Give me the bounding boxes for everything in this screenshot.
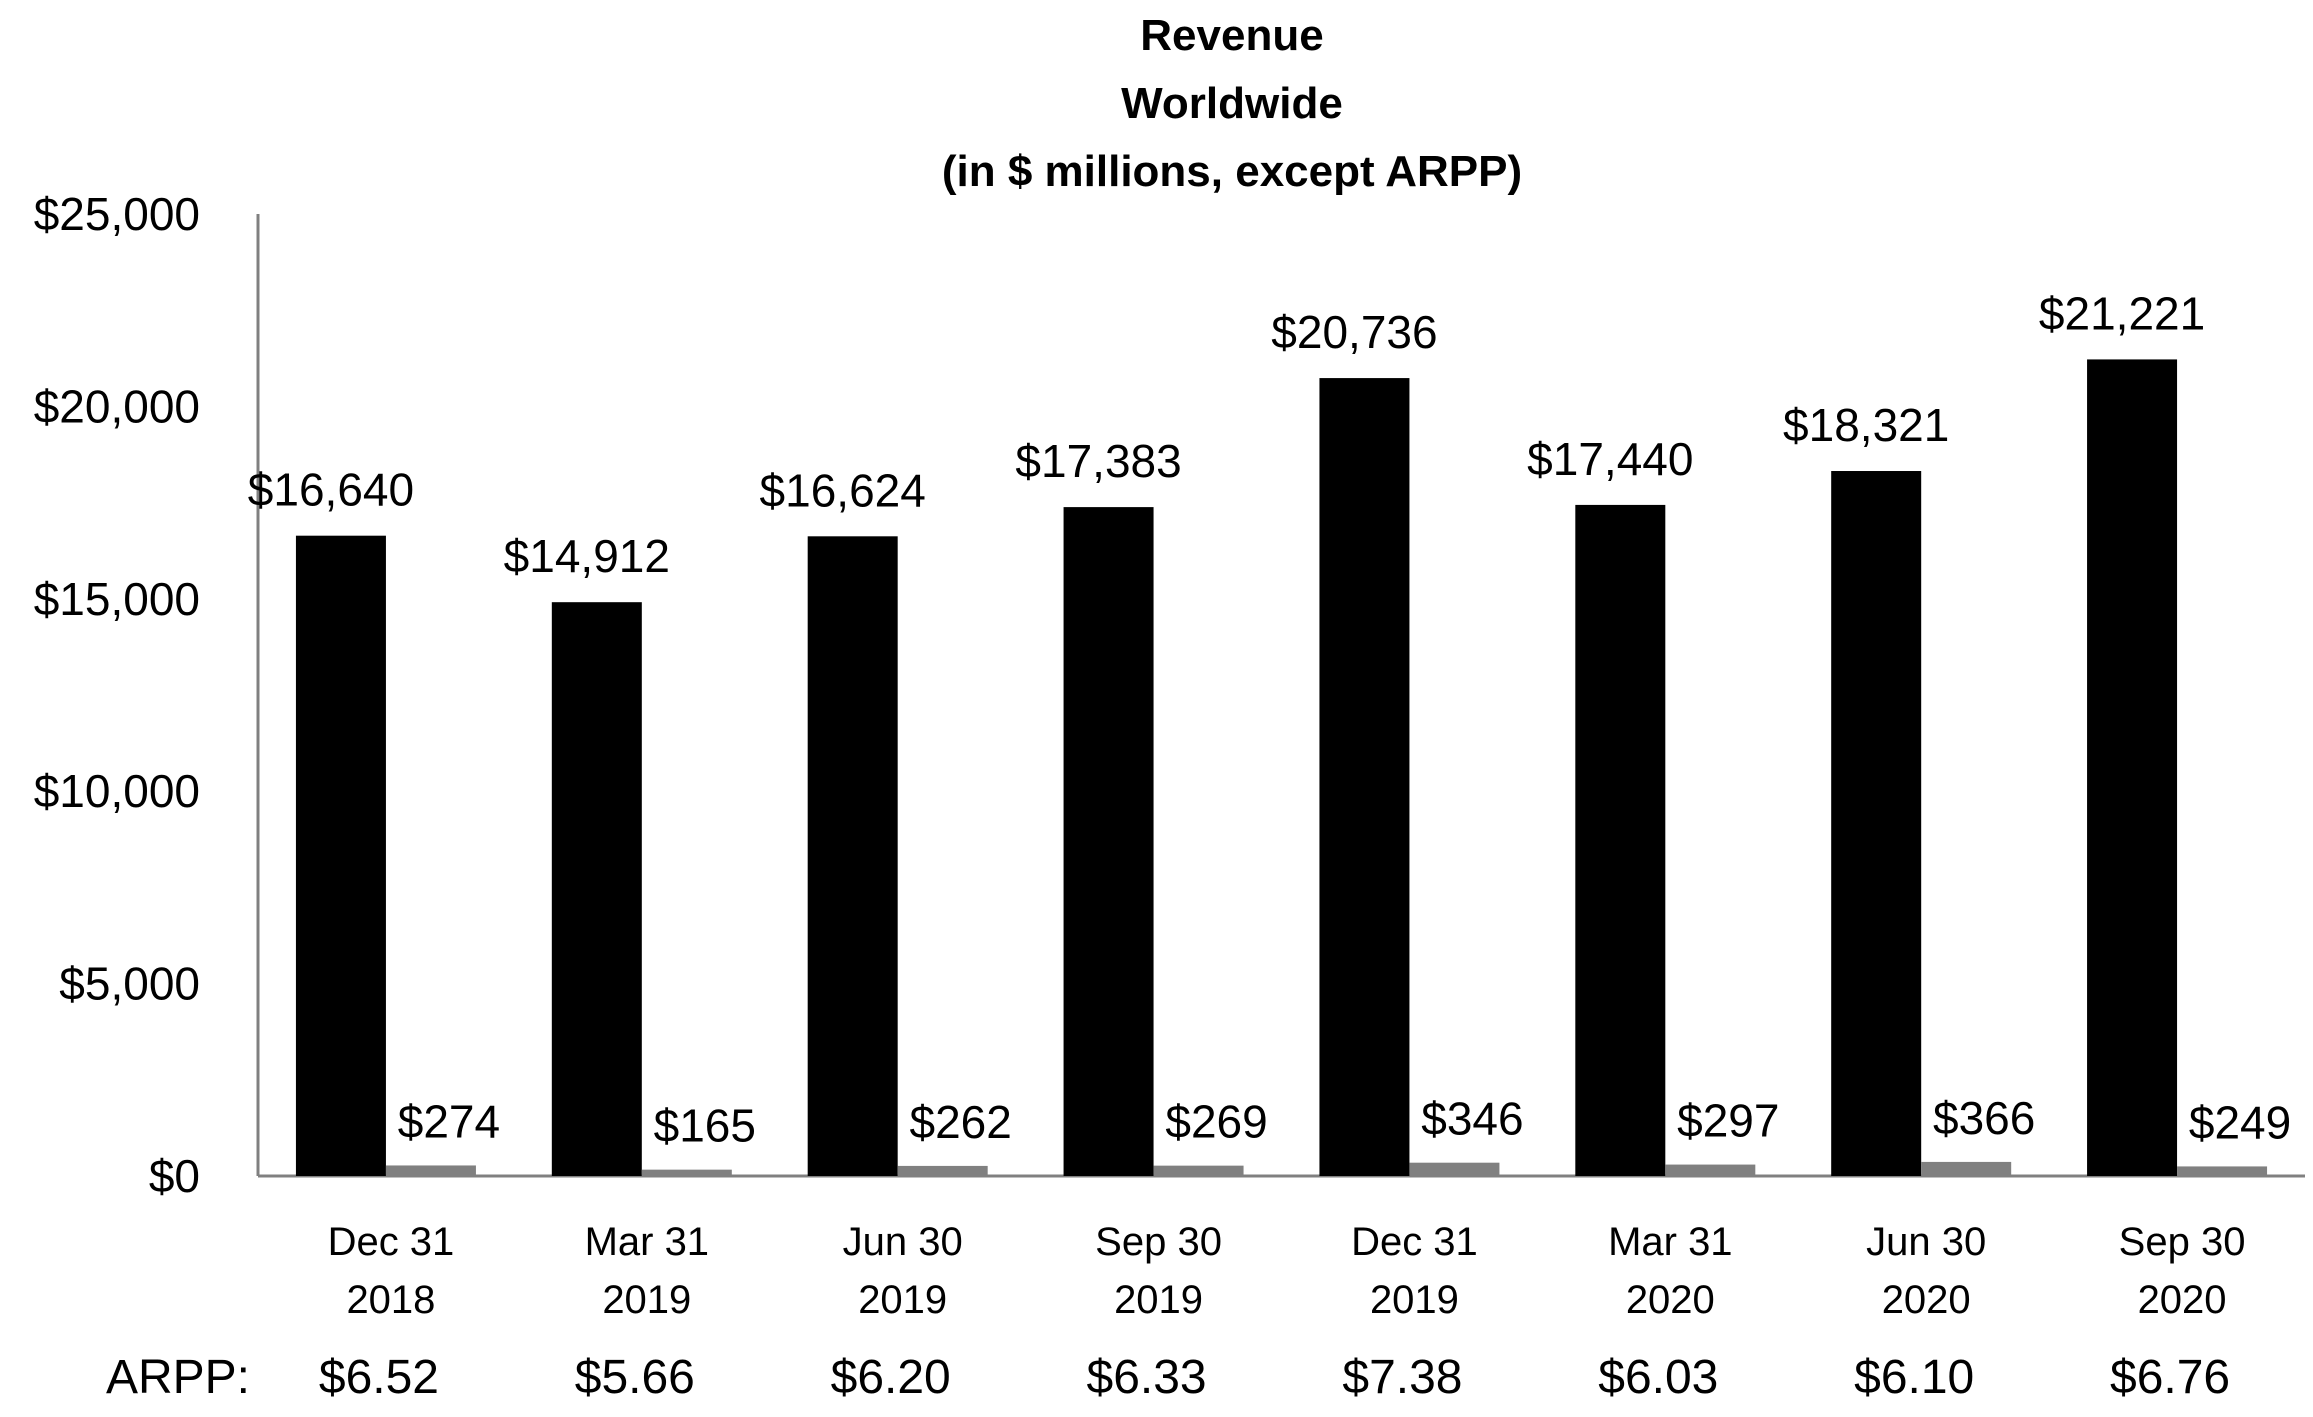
revenue-bar [1575,504,1666,1176]
revenue-data-label: $17,440 [1527,433,1693,485]
secondary-data-label: $274 [398,1095,500,1147]
x-category-label: Sep 30 [2119,1220,2246,1264]
y-tick-label: $15,000 [34,573,200,625]
secondary-bar [897,1165,988,1176]
x-category-label: 2020 [2138,1278,2227,1322]
x-category-label: 2019 [1114,1278,1203,1322]
bar-series [295,359,2268,1177]
revenue-data-label: $20,736 [1271,306,1437,358]
x-category-label: 2019 [602,1278,691,1322]
chart-title: Revenue Worldwide (in $ millions, except A… [942,11,1522,196]
x-category-label: Sep 30 [1095,1220,1222,1264]
x-category-labels: Dec 31 2018 Mar 31 2019 Jun 30 2019 Sep 30 2019… [328,1220,2246,1322]
x-category-label: 2020 [1626,1278,1715,1322]
secondary-data-label: $165 [654,1100,756,1152]
x-category-label: Jun 30 [1866,1220,1986,1264]
x-category-label: 2020 [1882,1278,1971,1322]
y-tick-labels: $0 $5,000 $10,000 $15,000 $20,000 $25,000 [34,188,200,1202]
arpp-value: $6.03 [1598,1351,1718,1404]
revenue-data-label: $14,912 [504,530,670,582]
revenue-bar [295,535,386,1176]
secondary-data-label: $249 [2189,1096,2291,1148]
secondary-bar [1921,1161,2012,1176]
secondary-data-label: $297 [1677,1095,1779,1147]
x-category-label: Dec 31 [1351,1220,1478,1264]
data-labels: $16,640 $274 $14,912 $165 $16,624 $262 $17,383… [248,287,2291,1151]
secondary-data-label: $346 [1421,1093,1523,1145]
y-tick-label: $25,000 [34,188,200,240]
arpp-value: $6.33 [1087,1351,1207,1404]
arpp-value: $7.38 [1342,1351,1462,1404]
secondary-bar [1409,1162,1500,1176]
secondary-data-label: $366 [1933,1092,2035,1144]
y-tick-label: $20,000 [34,380,200,432]
revenue-bar [1831,471,1922,1176]
x-category-label: 2018 [346,1278,435,1322]
chart-title-line-2: Worldwide [1121,79,1343,128]
arpp-value: $6.52 [319,1351,439,1404]
x-category-label: 2019 [858,1278,947,1322]
revenue-data-label: $21,221 [2039,287,2205,339]
arpp-value: $6.20 [831,1351,951,1404]
secondary-data-label: $262 [910,1096,1012,1148]
secondary-bar [1665,1164,1756,1176]
arpp-prefix-label: ARPP: [106,1351,250,1404]
revenue-data-label: $16,640 [248,464,414,516]
arpp-value: $5.66 [575,1351,695,1404]
secondary-bar [2177,1166,2268,1176]
secondary-bar [385,1165,476,1176]
arpp-value: $6.10 [1854,1351,1974,1404]
y-tick-label: $5,000 [59,958,200,1010]
chart-title-line-3: (in $ millions, except ARPP) [942,147,1522,196]
y-tick-label: $0 [149,1150,200,1202]
y-tick-label: $10,000 [34,765,200,817]
revenue-data-label: $18,321 [1783,399,1949,451]
secondary-bar [1153,1165,1244,1176]
arpp-value: $6.76 [2110,1351,2230,1404]
x-category-label: Mar 31 [585,1220,710,1264]
x-category-label: Mar 31 [1608,1220,1733,1264]
revenue-data-label: $16,624 [760,464,926,516]
secondary-bar [641,1169,732,1176]
revenue-bar [807,536,898,1176]
revenue-bar [2087,359,2178,1177]
revenue-bar [551,602,642,1176]
arpp-row: ARPP: $6.52 $5.66 $6.20 $6.33 $7.38 $6.03 $6.10… [106,1351,2230,1404]
x-category-label: Jun 30 [843,1220,963,1264]
x-category-label: Dec 31 [328,1220,455,1264]
x-category-label: 2019 [1370,1278,1459,1322]
revenue-bar [1319,378,1410,1176]
secondary-data-label: $269 [1165,1096,1267,1148]
revenue-data-label: $17,383 [1015,435,1181,487]
revenue-bar [1063,507,1154,1176]
chart-title-line-1: Revenue [1140,11,1323,60]
